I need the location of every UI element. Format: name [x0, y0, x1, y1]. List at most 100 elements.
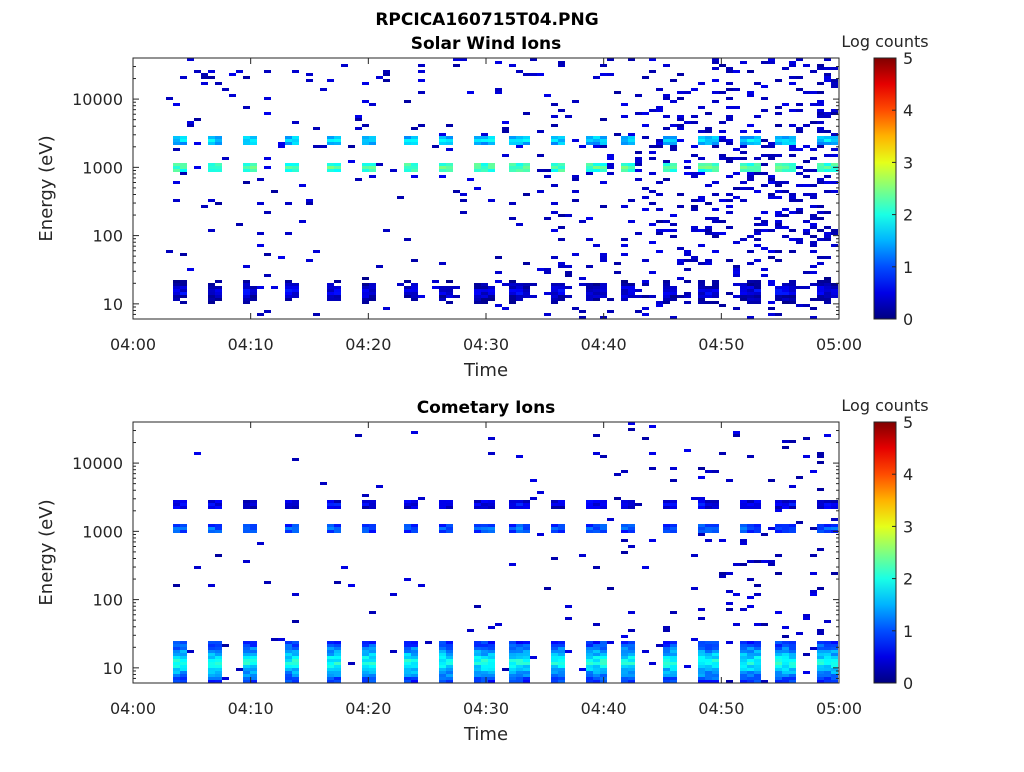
heatmap-cell [446, 503, 453, 506]
heatmap-cell [775, 665, 782, 668]
heatmap-cell [712, 58, 719, 61]
heatmap-cell [698, 674, 705, 677]
heatmap-cell [446, 169, 453, 172]
heatmap-cell [509, 659, 516, 662]
heatmap-cell [600, 169, 607, 172]
heatmap-cell [754, 680, 761, 683]
heatmap-cell [775, 524, 782, 527]
heatmap-cell [222, 88, 229, 91]
heatmap-cell [824, 286, 831, 289]
heatmap-cell [768, 280, 775, 283]
heatmap-cell [733, 593, 740, 596]
heatmap-cell [586, 289, 593, 292]
heatmap-cell [712, 235, 719, 238]
heatmap-cell [362, 301, 369, 304]
heatmap-cell [208, 139, 215, 142]
heatmap-cell [600, 527, 607, 530]
heatmap-cell [250, 169, 257, 172]
heatmap-cell [187, 650, 194, 653]
heatmap-cell [698, 262, 705, 265]
heatmap-cell [698, 524, 705, 527]
heatmap-cell [733, 70, 740, 73]
heatmap-cell [712, 671, 719, 674]
heatmap-cell [208, 674, 215, 677]
heatmap-cell [586, 644, 593, 647]
heatmap-cell [698, 650, 705, 653]
heatmap-cell [271, 190, 278, 193]
heatmap-cell [789, 650, 796, 653]
heatmap-cell [754, 674, 761, 677]
heatmap-cell [404, 289, 411, 292]
colorbar-label: Log counts [841, 32, 928, 51]
heatmap-cell [544, 94, 551, 97]
heatmap-cell [600, 136, 607, 139]
heatmap-cell [754, 238, 761, 241]
heatmap-cell [502, 154, 509, 157]
heatmap-cell [824, 58, 831, 61]
heatmap-cell [292, 668, 299, 671]
heatmap-cell [705, 112, 712, 115]
heatmap-cell [607, 587, 614, 590]
heatmap-cell [817, 659, 824, 662]
heatmap-cell [551, 163, 558, 166]
heatmap-cell [474, 295, 481, 298]
heatmap-cell [684, 295, 691, 298]
heatmap-cell [698, 166, 705, 169]
heatmap-cell [551, 665, 558, 668]
heatmap-cell [789, 662, 796, 665]
heatmap-cell [705, 286, 712, 289]
x-tick-label: 04:20 [345, 699, 391, 718]
heatmap-cell [649, 145, 656, 148]
heatmap-cell [817, 82, 824, 85]
heatmap-cell [327, 298, 334, 301]
heatmap-cell [628, 220, 635, 223]
heatmap-cell [677, 118, 684, 121]
heatmap-cell [285, 641, 292, 644]
heatmap-cell [586, 172, 593, 175]
heatmap-cell [831, 142, 838, 145]
heatmap-cell [628, 671, 635, 674]
heatmap-cell [803, 271, 810, 274]
heatmap-cell [824, 76, 831, 79]
heatmap-cell [551, 202, 558, 205]
heatmap-cell [215, 527, 222, 530]
heatmap-cell [215, 554, 222, 557]
heatmap-cell [789, 148, 796, 151]
heatmap-cell [292, 674, 299, 677]
heatmap-cell [747, 653, 754, 656]
heatmap-cell [187, 268, 194, 271]
heatmap-cell [824, 530, 831, 533]
heatmap-cell [551, 166, 558, 169]
heatmap-cell [593, 641, 600, 644]
heatmap-cell [362, 647, 369, 650]
heatmap-cell [726, 259, 733, 262]
heatmap-cell [761, 184, 768, 187]
heatmap-cell [719, 139, 726, 142]
heatmap-cell [523, 641, 530, 644]
heatmap-cell [614, 473, 621, 476]
heatmap-cell [649, 151, 656, 154]
heatmap-cell [411, 662, 418, 665]
heatmap-cell [453, 64, 460, 67]
x-tick-label: 05:00 [816, 699, 862, 718]
heatmap-cell [754, 659, 761, 662]
heatmap-cell [677, 247, 684, 250]
heatmap-cell [593, 452, 600, 455]
heatmap-cell [509, 217, 516, 220]
heatmap-cell [740, 61, 747, 64]
heatmap-cell [369, 677, 376, 680]
heatmap-cell [810, 196, 817, 199]
heatmap-cell [698, 142, 705, 145]
heatmap-cell [796, 304, 803, 307]
heatmap-cell [488, 647, 495, 650]
x-tick-label: 04:20 [345, 335, 391, 354]
heatmap-cell [334, 295, 341, 298]
heatmap-cell [817, 115, 824, 118]
heatmap-cell [208, 662, 215, 665]
heatmap-cell [789, 485, 796, 488]
heatmap-cell [243, 298, 250, 301]
heatmap-cell [698, 476, 705, 479]
heatmap-cell [292, 680, 299, 683]
heatmap-cell [761, 172, 768, 175]
heatmap-cell [250, 662, 257, 665]
